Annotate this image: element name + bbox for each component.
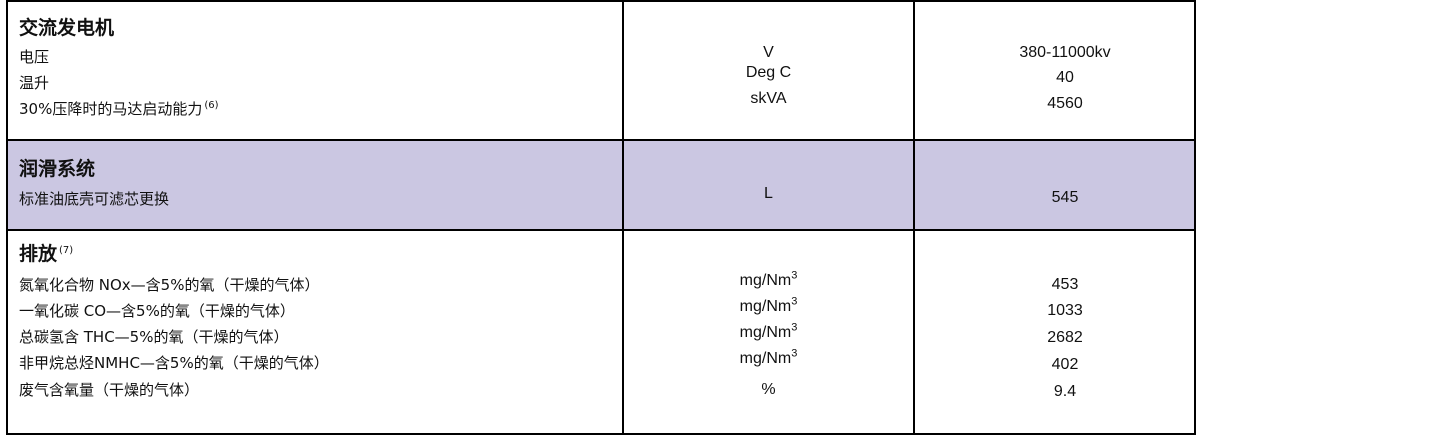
- unit-nox: mg/Nm3: [624, 269, 913, 290]
- section-alternator: 交流发电机 电压 温升 30%压降时的马达启动能力 (6) V Deg C skV…: [6, 0, 1196, 141]
- unit-thc-exp: 3: [791, 321, 798, 334]
- unit-thc: mg/Nm3: [624, 321, 913, 342]
- value-exhaust-oxygen: 9.4: [1053, 383, 1077, 400]
- value-motor-starting: 4560: [1047, 95, 1083, 112]
- value-nmhc: 402: [1051, 356, 1079, 373]
- unit-co-exp: 3: [791, 295, 798, 308]
- unit-exhaust-oxygen: %: [761, 381, 776, 398]
- unit-nox-exp: 3: [791, 269, 798, 282]
- label-voltage: 电压: [19, 48, 50, 66]
- unit-nmhc: mg/Nm3: [624, 347, 913, 368]
- column-divider: [913, 231, 915, 433]
- label-motor-starting-text: 30%压降时的马达启动能力: [19, 100, 203, 118]
- spec-table: 交流发电机 电压 温升 30%压降时的马达启动能力 (6) V Deg C skV…: [6, 0, 1196, 435]
- unit-nox-base: mg/Nm: [739, 272, 792, 289]
- section-title-lubrication: 润滑系统: [19, 158, 96, 180]
- footnote-6: (6): [204, 100, 219, 111]
- section-lubrication: 润滑系统 标准油底壳可滤芯更换 L 545: [6, 141, 1196, 231]
- value-nox: 453: [1051, 276, 1079, 293]
- value-temperature-rise: 40: [1056, 69, 1074, 86]
- value-voltage: 380-11000kv: [1019, 44, 1111, 61]
- value-co: 1033: [1047, 302, 1083, 319]
- label-temperature-rise: 温升: [19, 74, 50, 92]
- unit-co-base: mg/Nm: [739, 298, 792, 315]
- unit-nmhc-exp: 3: [791, 347, 798, 360]
- unit-thc-base: mg/Nm: [739, 324, 792, 341]
- unit-oil-sump: L: [764, 185, 773, 202]
- label-nmhc: 非甲烷总烃NMHC—含5%的氧（干燥的气体）: [19, 354, 329, 372]
- label-co: 一氧化碳 CO—含5%的氧（干燥的气体）: [19, 302, 295, 320]
- column-divider: [913, 2, 915, 139]
- label-oil-sump: 标准油底壳可滤芯更换: [19, 190, 170, 208]
- unit-voltage: V: [763, 44, 774, 61]
- footnote-7: (7): [59, 244, 74, 256]
- value-oil-sump: 545: [1051, 189, 1079, 206]
- section-title-alternator: 交流发电机: [19, 17, 115, 39]
- column-divider: [622, 141, 624, 229]
- section-emissions: 排放 (7) 氮氧化合物 NOx—含5%的氧（干燥的气体） 一氧化碳 CO—含5%…: [6, 231, 1196, 435]
- label-exhaust-oxygen: 废气含氧量（干燥的气体）: [19, 381, 200, 399]
- label-nox: 氮氧化合物 NOx—含5%的氧（干燥的气体）: [19, 276, 320, 294]
- unit-temperature-rise: Deg C: [745, 64, 792, 81]
- unit-co: mg/Nm3: [624, 295, 913, 316]
- label-motor-starting: 30%压降时的马达启动能力 (6): [19, 100, 219, 118]
- column-divider: [913, 141, 915, 229]
- section-title-emissions: 排放 (7): [19, 243, 73, 265]
- section-title-emissions-text: 排放: [19, 243, 58, 265]
- value-thc: 2682: [1047, 329, 1083, 346]
- unit-nmhc-base: mg/Nm: [739, 350, 792, 367]
- label-thc: 总碳氢含 THC—5%的氧（干燥的气体）: [19, 328, 289, 346]
- unit-motor-starting: skVA: [750, 90, 787, 107]
- column-divider: [622, 2, 624, 139]
- column-divider: [622, 231, 624, 433]
